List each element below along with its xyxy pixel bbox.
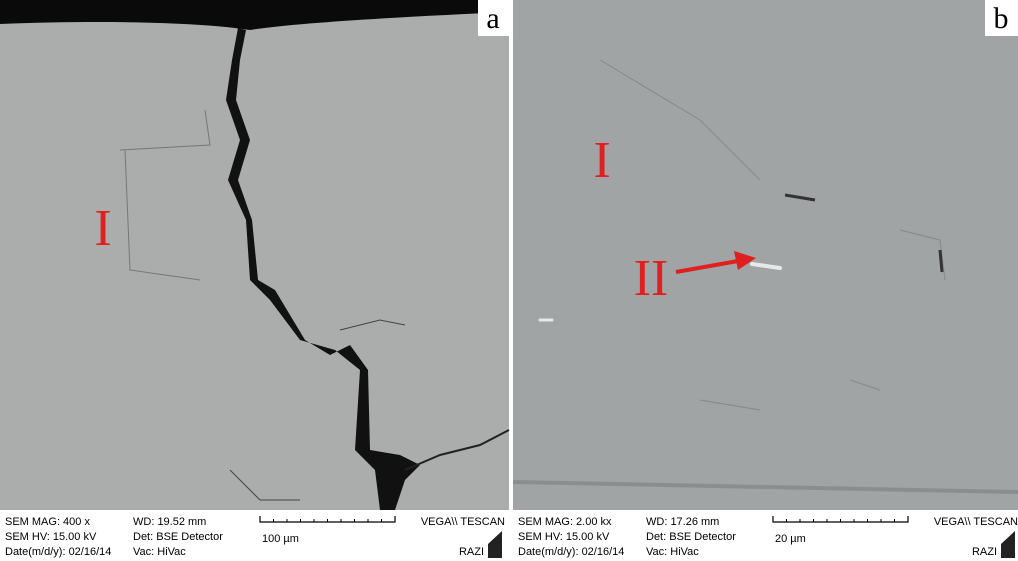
arrow-head (734, 251, 756, 270)
footer-text: Vac: HiVac (646, 546, 699, 558)
footer-text: RAZI (459, 546, 484, 558)
pore (938, 249, 944, 273)
region-label: I (94, 200, 111, 257)
micrograph-b (513, 0, 1018, 510)
footer-text: Date(m/d/y): 02/16/14 (518, 546, 624, 558)
crack-branch (229, 319, 406, 501)
footer-text: SEM MAG: 2.00 kx (518, 516, 612, 528)
grain-boundary (599, 59, 946, 411)
footer-text: SEM MAG: 400 x (5, 516, 90, 528)
footer-text: Date(m/d/y): 02/16/14 (5, 546, 111, 558)
region-label: II (634, 250, 669, 307)
panel-label: b (994, 2, 1009, 35)
footer-text: VEGA\\ TESCAN (421, 516, 505, 528)
footer-text: SEM HV: 15.00 kV (5, 531, 97, 543)
logo (488, 531, 502, 558)
footer-text: RAZI (972, 546, 997, 558)
coating-edge (0, 0, 509, 30)
footer-text: Det: BSE Detector (133, 531, 223, 543)
crack-branch (404, 429, 510, 471)
crack (226, 28, 420, 510)
footer-text: 100 µm (262, 533, 299, 545)
grain-boundary (119, 109, 211, 281)
footer-text: SEM HV: 15.00 kV (518, 531, 610, 543)
footer-text: Det: BSE Detector (646, 531, 736, 543)
panel-label: a (486, 2, 499, 35)
footer-text: WD: 17.26 mm (646, 516, 719, 528)
panel-label-box (478, 0, 509, 36)
footer-text: WD: 19.52 mm (133, 516, 206, 528)
particle (750, 262, 782, 270)
panel-label-box (985, 0, 1018, 36)
footers: SEM MAG: 400 x SEM HV: 15.00 kV Date(m/d/y… (5, 516, 1018, 558)
scratch (512, 480, 1018, 494)
pore (784, 193, 816, 202)
arrow (675, 259, 739, 274)
footer-text: Vac: HiVac (133, 546, 186, 558)
region-label: I (593, 132, 610, 189)
logo (1001, 531, 1015, 558)
footer-text: VEGA\\ TESCAN (934, 516, 1018, 528)
footer-text: 20 µm (775, 533, 806, 545)
